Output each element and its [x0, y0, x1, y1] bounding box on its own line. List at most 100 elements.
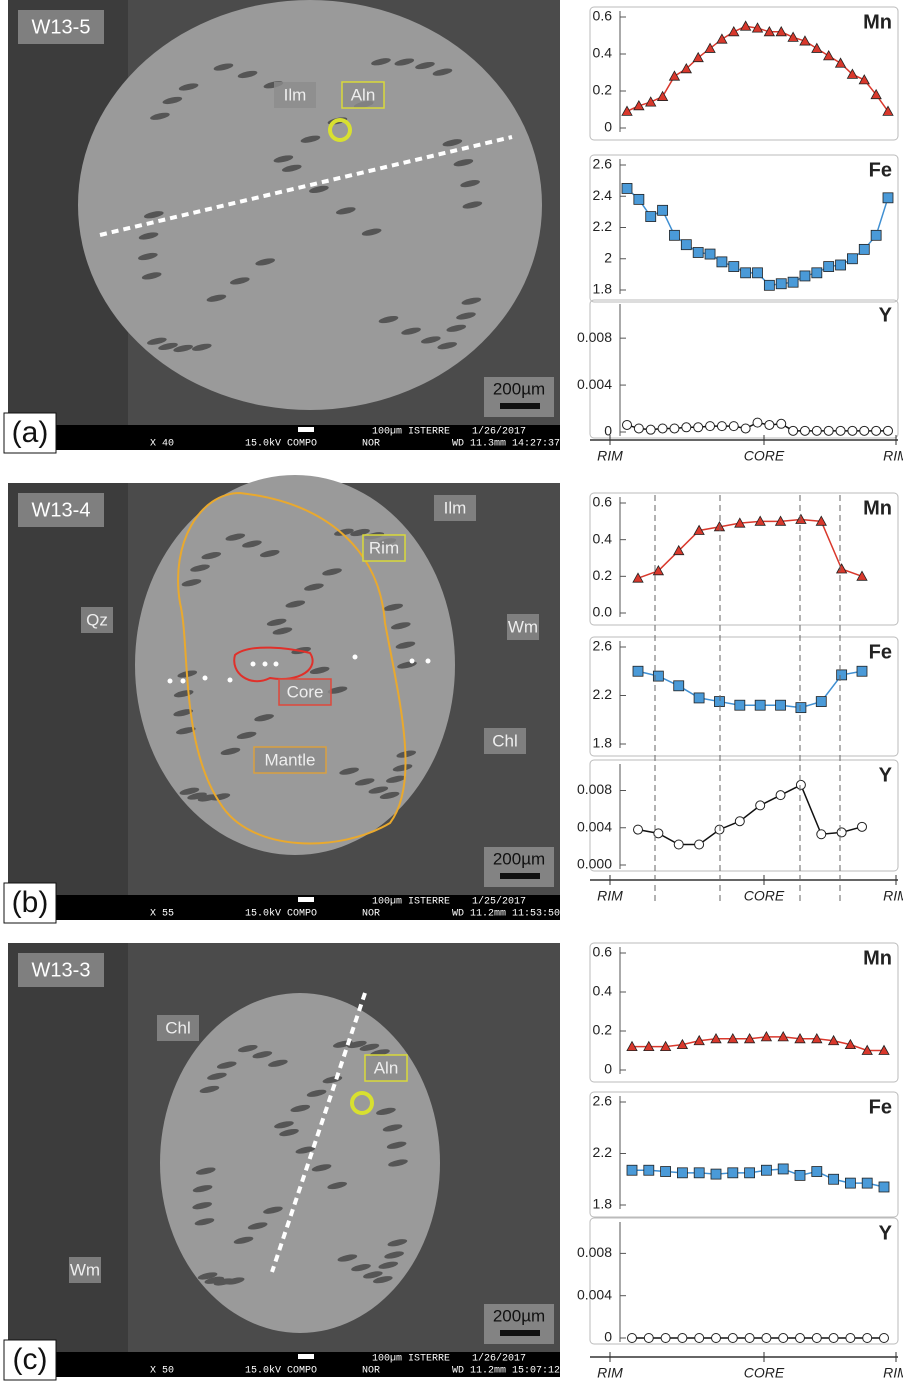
scale-bg — [484, 1304, 554, 1344]
inclusion — [295, 1146, 316, 1154]
profile-point — [273, 661, 279, 667]
data-marker — [734, 517, 746, 528]
x-axis-label: CORE — [744, 1365, 785, 1381]
profile-line — [270, 992, 367, 1273]
inclusion — [327, 686, 348, 694]
inclusion — [354, 778, 375, 786]
inclusion — [386, 1141, 407, 1149]
data-marker — [811, 1166, 823, 1177]
data-marker — [861, 1177, 873, 1189]
info-marker — [298, 427, 314, 432]
y-tick-label: 0.6 — [593, 944, 613, 960]
annotation: Rim — [369, 538, 399, 557]
y-tick-label: 0.0 — [593, 604, 613, 620]
inclusion — [363, 1271, 383, 1279]
panel-label: (b) — [12, 886, 49, 919]
data-marker — [659, 1040, 672, 1051]
data-marker — [761, 1164, 772, 1176]
data-marker — [760, 1031, 773, 1042]
data-marker — [828, 1173, 839, 1185]
chart-title: Fe — [869, 1096, 892, 1118]
inclusion — [339, 767, 359, 775]
data-marker — [794, 1169, 806, 1181]
annotation: Aln — [351, 85, 376, 104]
data-marker — [621, 105, 633, 116]
scale-bar-label: 200µm — [493, 379, 545, 398]
inclusion — [388, 1159, 408, 1167]
data-marker — [693, 422, 704, 433]
data-marker — [856, 570, 868, 581]
inclusion — [225, 533, 246, 541]
label-bg — [69, 1257, 101, 1283]
core-boundary — [233, 646, 314, 683]
profile-point — [202, 675, 208, 681]
inclusion — [285, 600, 306, 608]
data-marker — [739, 20, 752, 31]
info-text: 100µm ISTERRE — [372, 427, 450, 438]
inclusion — [327, 1181, 348, 1190]
chart-title: Mn — [863, 497, 892, 519]
profile-line — [632, 1036, 884, 1052]
chart-title: Mn — [863, 11, 892, 33]
data-marker — [776, 418, 787, 429]
y-tick-label: 2.4 — [593, 187, 613, 203]
y-tick-label: 0 — [604, 423, 612, 439]
data-marker — [862, 1333, 873, 1343]
data-marker — [811, 1032, 823, 1044]
annotation: Ilm — [284, 85, 307, 104]
data-marker — [653, 828, 664, 839]
inclusion — [247, 1222, 268, 1230]
annotation: Chl — [165, 1018, 191, 1037]
inclusion — [252, 1051, 273, 1059]
y-tick-label: 0 — [604, 1061, 612, 1077]
inclusion — [187, 792, 207, 800]
profile-point — [262, 661, 268, 667]
inclusion — [456, 312, 476, 320]
info-text: NOR — [362, 1366, 380, 1377]
x-axis-label: RIM — [597, 448, 623, 464]
data-marker — [777, 1163, 789, 1175]
data-marker — [763, 279, 775, 291]
y-tick-label: 2.2 — [593, 218, 613, 234]
info-text: 100µm ISTERRE — [372, 897, 450, 908]
data-marker — [714, 696, 725, 707]
data-marker — [734, 699, 746, 711]
inclusion — [192, 1185, 213, 1193]
x-axis-label: RIM — [883, 448, 903, 464]
inclusion — [201, 552, 222, 560]
profile-line — [99, 135, 513, 237]
info-text: 1/26/2017 — [472, 1353, 526, 1365]
data-marker — [787, 31, 799, 42]
aln-marker — [328, 118, 352, 142]
data-marker — [669, 423, 680, 434]
garnet — [135, 475, 455, 855]
data-marker — [834, 57, 847, 68]
data-marker — [799, 35, 811, 46]
inclusion — [192, 1202, 212, 1210]
data-marker — [652, 670, 664, 682]
data-marker — [795, 1333, 805, 1343]
inclusion — [322, 568, 342, 576]
data-marker — [694, 839, 705, 850]
chart-frame — [589, 942, 899, 1083]
info-text: X 55 — [150, 909, 174, 920]
y-tick-label: 0.2 — [593, 567, 613, 583]
data-marker — [693, 524, 705, 535]
info-text: WD 11.2mm 11:53:50 — [452, 909, 560, 920]
data-marker — [673, 839, 684, 850]
data-marker — [778, 1333, 789, 1343]
inclusion — [176, 727, 196, 735]
inclusion — [376, 1107, 396, 1115]
chart-title: Y — [879, 764, 893, 786]
data-marker — [775, 790, 786, 801]
data-marker — [752, 267, 763, 279]
data-marker — [775, 25, 787, 37]
inclusion — [141, 272, 162, 280]
inclusion — [173, 709, 193, 717]
inclusion — [220, 747, 241, 755]
data-marker — [743, 1032, 756, 1044]
data-marker — [673, 544, 685, 556]
data-marker — [716, 421, 727, 432]
data-marker — [774, 515, 787, 526]
